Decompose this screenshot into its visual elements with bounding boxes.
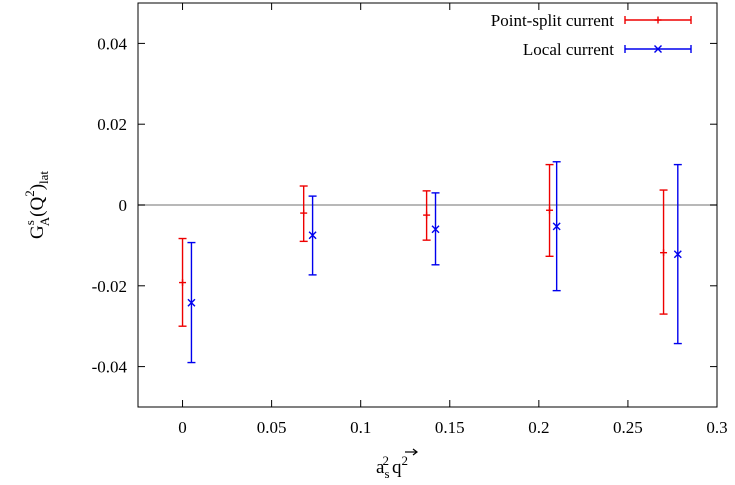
- x-tick-label: 0.05: [257, 418, 287, 437]
- legend: Point-split current Local current: [491, 11, 692, 59]
- x-tick-label: 0.25: [613, 418, 643, 437]
- x-tick-label: 0.2: [528, 418, 549, 437]
- series-1: [187, 161, 682, 364]
- y-tick-label: -0.04: [92, 358, 128, 377]
- x-tick-label: 0.15: [435, 418, 465, 437]
- y-tick-label: 0: [119, 196, 128, 215]
- y-axis-label: GsA(Q2)lat: [22, 171, 52, 239]
- vector-arrow-icon: [405, 448, 418, 456]
- legend-entry-1: Local current: [523, 40, 692, 59]
- data-point: [431, 225, 440, 234]
- legend-entry-0: Point-split current: [491, 11, 692, 30]
- axes: 0 0.05 0.1 0.15 0.2 0.25 0.3 -0.04 -0.02 0 0.02 0.0…: [92, 2, 728, 437]
- series-layer: [178, 161, 682, 364]
- legend-label: Point-split current: [491, 11, 615, 30]
- y-tick-label: 0.04: [97, 34, 127, 53]
- data-point: [552, 222, 561, 231]
- legend-label: Local current: [523, 40, 614, 59]
- y-tick-label: 0.02: [97, 115, 127, 134]
- x-tick-label: 0: [178, 418, 187, 437]
- x-tick-label: 0.3: [706, 418, 727, 437]
- legend-marker: [654, 45, 662, 53]
- data-point: [673, 250, 682, 259]
- series-0: [178, 163, 668, 327]
- x-axis-label: as2 q2: [376, 453, 408, 481]
- x-tick-label: 0.1: [350, 418, 371, 437]
- data-point: [187, 298, 196, 307]
- data-point: [308, 231, 317, 240]
- y-tick-label: -0.02: [92, 277, 127, 296]
